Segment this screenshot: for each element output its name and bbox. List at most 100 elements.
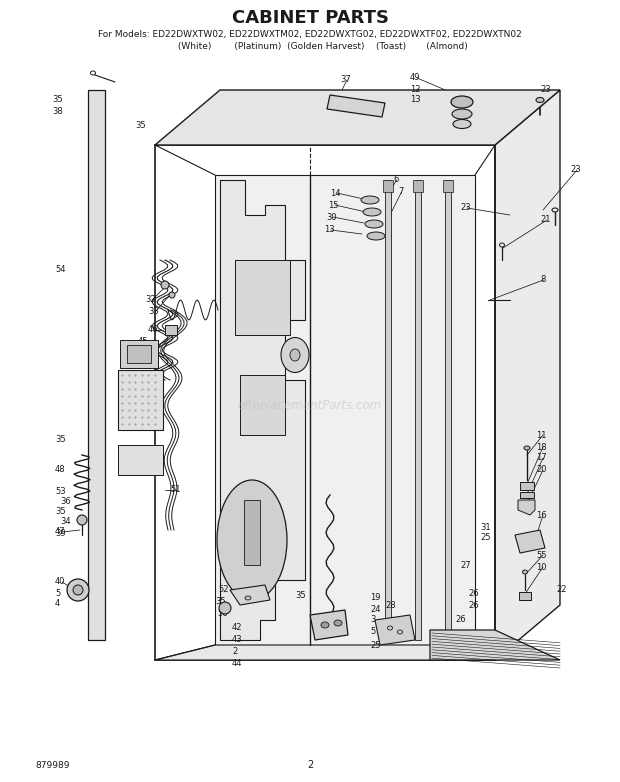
Polygon shape	[375, 615, 415, 645]
Text: 47: 47	[55, 528, 66, 536]
Text: 7: 7	[398, 188, 404, 196]
Text: 46: 46	[148, 325, 159, 335]
Text: 13: 13	[410, 95, 420, 105]
Text: 45: 45	[138, 338, 149, 346]
Text: 43: 43	[232, 636, 242, 644]
Text: 21: 21	[540, 216, 551, 224]
Text: 35: 35	[55, 436, 66, 444]
Text: 15: 15	[328, 200, 339, 210]
Bar	[385, 180, 391, 640]
Text: 31: 31	[480, 522, 490, 532]
Text: 48: 48	[55, 465, 66, 475]
Bar	[445, 180, 451, 640]
Ellipse shape	[321, 622, 329, 628]
Text: 26: 26	[468, 589, 479, 597]
Text: 56: 56	[217, 609, 228, 619]
Ellipse shape	[363, 208, 381, 216]
Text: 23: 23	[570, 166, 580, 174]
Bar	[127, 345, 151, 363]
Ellipse shape	[451, 96, 473, 108]
Ellipse shape	[67, 579, 89, 601]
Ellipse shape	[281, 338, 309, 372]
Ellipse shape	[523, 570, 528, 574]
Bar	[118, 370, 163, 430]
Text: 44: 44	[232, 659, 242, 669]
Text: 49: 49	[410, 74, 420, 82]
Text: 42: 42	[232, 623, 242, 633]
Text: 27: 27	[460, 561, 471, 571]
Text: 35: 35	[52, 95, 63, 105]
Polygon shape	[515, 530, 545, 553]
Ellipse shape	[452, 109, 472, 119]
Text: 35: 35	[55, 508, 66, 516]
Bar	[120, 340, 158, 368]
Text: 24: 24	[370, 604, 381, 614]
Text: 17: 17	[536, 454, 547, 462]
Ellipse shape	[361, 196, 379, 204]
Text: 11: 11	[536, 431, 546, 439]
Text: 4: 4	[55, 600, 60, 608]
Text: 14: 14	[330, 188, 340, 198]
Text: 33: 33	[148, 307, 159, 317]
Bar	[520, 482, 534, 490]
Bar	[235, 260, 290, 335]
Text: For Models: ED22DWXTW02, ED22DWXTM02, ED22DWXTG02, ED22DWXTF02, ED22DWXTN02: For Models: ED22DWXTW02, ED22DWXTM02, ED…	[98, 30, 522, 40]
Bar	[240, 375, 285, 435]
Ellipse shape	[365, 220, 383, 228]
Text: 13: 13	[324, 225, 335, 235]
Text: 32: 32	[145, 296, 156, 304]
Bar	[118, 445, 163, 475]
Ellipse shape	[334, 620, 342, 626]
Text: 54: 54	[55, 266, 66, 274]
Text: 25: 25	[370, 640, 381, 650]
Text: 28: 28	[385, 601, 396, 609]
Bar	[383, 180, 393, 192]
Text: 3: 3	[370, 615, 375, 625]
Polygon shape	[220, 180, 305, 640]
Text: 5: 5	[55, 589, 60, 597]
Ellipse shape	[536, 98, 544, 102]
Text: 52: 52	[218, 586, 229, 594]
Bar	[413, 180, 423, 192]
Bar	[165, 325, 177, 335]
Text: 37: 37	[340, 76, 351, 84]
Text: 55: 55	[536, 551, 546, 559]
Text: 25: 25	[480, 533, 490, 543]
Polygon shape	[310, 610, 348, 640]
Text: 19: 19	[370, 594, 381, 602]
Ellipse shape	[219, 602, 231, 614]
Text: 35: 35	[135, 120, 146, 130]
Text: 23: 23	[540, 85, 551, 95]
Text: (White)        (Platinum)  (Golden Harvest)    (Toast)       (Almond): (White) (Platinum) (Golden Harvest) (Toa…	[152, 41, 468, 51]
Text: 20: 20	[536, 465, 546, 475]
Text: 39: 39	[55, 529, 66, 537]
Polygon shape	[88, 90, 105, 640]
Ellipse shape	[367, 232, 385, 240]
Polygon shape	[230, 585, 270, 605]
Polygon shape	[518, 500, 535, 515]
Bar	[443, 180, 453, 192]
Ellipse shape	[245, 596, 251, 600]
Bar	[519, 592, 531, 600]
Polygon shape	[155, 90, 560, 145]
Polygon shape	[327, 95, 385, 117]
Text: 18: 18	[536, 443, 547, 451]
Text: 30: 30	[326, 213, 337, 221]
Text: 36: 36	[60, 497, 71, 507]
Text: 2: 2	[307, 760, 313, 770]
Text: 51: 51	[170, 486, 180, 494]
Ellipse shape	[290, 349, 300, 361]
Text: 53: 53	[55, 487, 66, 497]
Text: 8: 8	[540, 275, 546, 285]
Text: eReplacementParts.com: eReplacementParts.com	[238, 399, 382, 411]
Text: 35: 35	[215, 597, 226, 607]
Bar	[244, 500, 260, 565]
Text: CABINET PARTS: CABINET PARTS	[231, 9, 389, 27]
Ellipse shape	[524, 446, 530, 450]
Ellipse shape	[169, 292, 175, 298]
Text: 12: 12	[410, 84, 420, 94]
Bar	[520, 492, 534, 498]
Ellipse shape	[73, 585, 83, 595]
Polygon shape	[155, 645, 495, 660]
Text: 34: 34	[60, 518, 71, 526]
